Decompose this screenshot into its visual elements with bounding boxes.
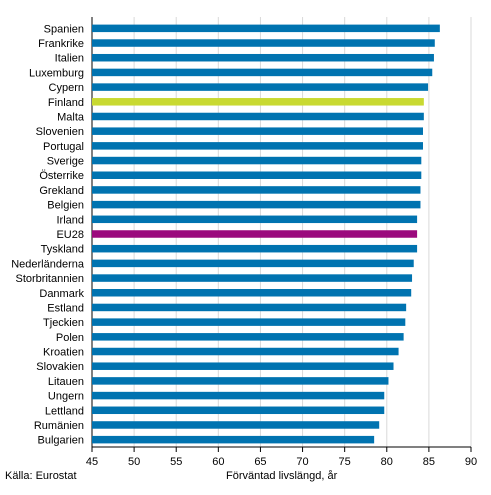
category-label-portugal: Portugal	[43, 141, 84, 153]
bar-luxemburg	[92, 68, 433, 77]
bar-malta	[92, 112, 424, 121]
category-label-frankrike: Frankrike	[38, 38, 84, 50]
bar-italien	[92, 53, 434, 62]
category-label-bulgarien: Bulgarien	[38, 435, 84, 447]
bar-finland	[92, 98, 424, 106]
bar-rumanien	[92, 421, 380, 429]
bar-irland	[92, 215, 418, 224]
source-note: Källa: Eurostat	[5, 470, 77, 482]
category-label-italien: Italien	[55, 53, 84, 65]
bar-tyskland	[92, 244, 418, 253]
category-label-cypern: Cypern	[49, 82, 84, 94]
bar-cypern	[92, 83, 429, 91]
bar-ungern	[92, 391, 385, 400]
bar-portugal	[92, 142, 423, 150]
x-tick-label: 50	[128, 456, 140, 468]
bar-frankrike	[92, 39, 435, 47]
category-label-luxemburg: Luxemburg	[29, 67, 84, 79]
x-tick-label: 60	[212, 456, 224, 468]
category-label-tjeckien: Tjeckien	[43, 317, 84, 329]
category-label-irland: Irland	[56, 214, 84, 226]
x-tick-label: 85	[423, 456, 435, 468]
bar-belgien	[92, 200, 421, 209]
category-label-sverige: Sverige	[47, 156, 84, 168]
x-tick-label: 65	[254, 456, 266, 468]
category-label-belgien: Belgien	[47, 200, 84, 212]
x-tick-label: 75	[339, 456, 351, 468]
category-label-grekland: Grekland	[39, 185, 84, 197]
category-label-nederlanderna: Nederländerna	[11, 258, 85, 270]
bar-bulgarien	[92, 435, 375, 444]
bar-nederlanderna	[92, 259, 414, 268]
category-label-tyskland: Tyskland	[41, 244, 84, 256]
bar-estland	[92, 303, 407, 312]
x-tick-label: 55	[170, 456, 182, 468]
bar-lettland	[92, 406, 385, 415]
category-label-polen: Polen	[56, 332, 84, 344]
category-label-osterrike: Österrike	[39, 170, 84, 182]
category-labels: Spanien Frankrike Italien Luxemburg Cypern Fi…	[11, 23, 85, 446]
bar-litauen	[92, 377, 389, 385]
bar-osterrike	[92, 171, 422, 179]
bar-grekland	[92, 186, 421, 194]
x-tick-label: 70	[296, 456, 308, 468]
bars	[92, 24, 440, 444]
category-label-lettland: Lettland	[45, 405, 84, 417]
bar-spanien	[92, 24, 440, 33]
category-label-slovakien: Slovakien	[36, 361, 84, 373]
x-tick-label: 45	[86, 456, 98, 468]
x-axis-label: Förväntad livslängd, år	[226, 470, 338, 482]
x-tick-label: 90	[465, 456, 477, 468]
category-label-slovenien: Slovenien	[36, 126, 84, 138]
category-label-danmark: Danmark	[39, 288, 84, 300]
category-label-finland: Finland	[48, 97, 84, 109]
category-label-storbritannien: Storbritannien	[16, 273, 85, 285]
bar-sverige	[92, 156, 422, 165]
category-label-ungern: Ungern	[48, 391, 84, 403]
x-axis: 45 50 55 60 65 70 75 80 85 90	[86, 446, 477, 468]
category-label-eu28: EU28	[56, 229, 84, 241]
bar-polen	[92, 333, 404, 341]
bar-slovakien	[92, 362, 394, 370]
bar-kroatien	[92, 347, 399, 356]
category-label-litauen: Litauen	[48, 376, 84, 388]
bar-eu28	[92, 230, 418, 238]
bar-tjeckien	[92, 318, 406, 326]
category-label-spanien: Spanien	[44, 23, 84, 35]
bar-danmark	[92, 289, 412, 297]
category-label-kroatien: Kroatien	[43, 347, 84, 359]
bar-slovenien	[92, 127, 423, 135]
x-tick-label: 80	[381, 456, 393, 468]
bar-storbritannien	[92, 274, 413, 282]
category-label-rumanien: Rumänien	[34, 420, 84, 432]
category-label-malta: Malta	[57, 111, 85, 123]
category-label-estland: Estland	[47, 302, 84, 314]
